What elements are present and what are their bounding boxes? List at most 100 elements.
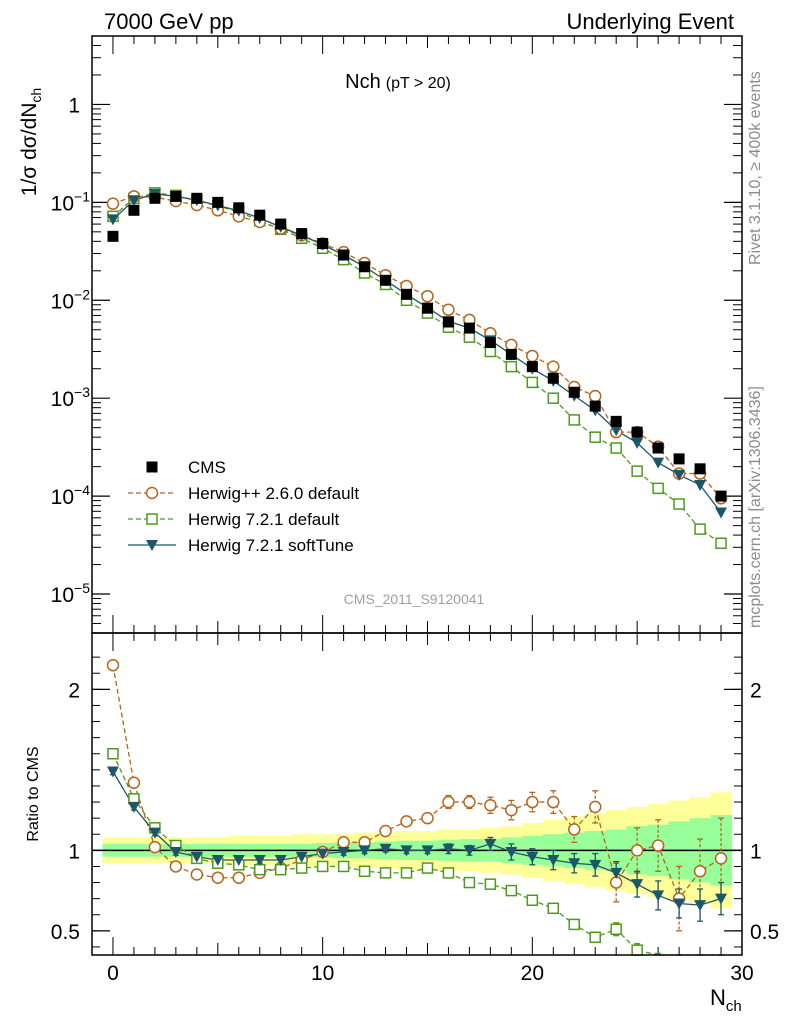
top-panel: 110−110−210−310−410−5 Nch (pT > 20) 1/σ d…: [18, 35, 743, 634]
x-axis-label-sub: ch: [726, 998, 742, 1015]
top-ytick-label: 10−3: [51, 384, 91, 411]
series-2-point: [652, 482, 664, 495]
ratio-2-point: [568, 858, 581, 870]
top-ytick-label: 10−5: [51, 580, 91, 607]
ratio-0-point: [714, 852, 728, 865]
x-tick-label: 30: [730, 962, 753, 985]
ratio-2-point: [673, 898, 686, 910]
series-line-1: [112, 195, 722, 499]
ratio-0-point: [190, 868, 204, 881]
ratio-0-point: [630, 844, 644, 857]
series-0-point: [652, 442, 664, 454]
ratio-0-point: [337, 836, 350, 849]
ratio-2-point: [631, 879, 644, 891]
series-2-point: [589, 431, 601, 443]
ratio-2-point: [337, 846, 350, 858]
series-0-point: [212, 196, 224, 208]
top-ytick-base: 10: [51, 192, 74, 215]
ratio-series: [106, 658, 728, 956]
ratio-0-point: [148, 840, 162, 854]
ratio-0-point: [568, 823, 581, 836]
series-0-point: [568, 386, 580, 398]
series-1-point: [442, 303, 455, 317]
legend-marker: [146, 461, 158, 473]
ratio-0-point: [588, 800, 602, 814]
series-0-point: [359, 261, 371, 273]
ratio-2-point: [484, 838, 497, 850]
ratio-1-point: [274, 863, 287, 876]
series-3-point: [106, 214, 119, 226]
ratio-2-point: [652, 890, 665, 902]
ratio-2-point: [127, 801, 140, 813]
top-ticks: 110−110−210−310−410−5: [51, 36, 743, 633]
series-1-point: [588, 389, 602, 403]
ratio-1-point: [421, 862, 434, 874]
series-0-point: [631, 426, 643, 438]
series-2-point: [694, 523, 706, 535]
ratio-1-point: [358, 865, 371, 878]
top-ytick-exponent: −5: [74, 580, 90, 596]
ratio-ytick-label: 2: [68, 679, 80, 702]
ratio-0-point: [463, 795, 476, 809]
ratio-2-point: [358, 845, 371, 857]
ratio-2-point: [421, 845, 434, 857]
ratio-0-point: [106, 658, 120, 672]
series-3-point: [631, 437, 644, 449]
ratio-1-point: [547, 902, 560, 915]
top-series: [106, 187, 728, 550]
ratio-2-point: [610, 867, 623, 879]
series-0-point: [191, 192, 203, 204]
series-1-point: [526, 349, 539, 363]
series-0-point: [526, 361, 538, 373]
series-3-point: [652, 457, 665, 469]
mcplots-label: mcplots.cern.ch [arXiv:1306.3436]: [747, 386, 764, 628]
ratio-1-point: [442, 867, 455, 879]
ratio-1-point: [253, 863, 266, 876]
legend-label: Herwig 7.2.1 softTune: [188, 536, 354, 555]
top-ytick-label: 10−1: [51, 188, 91, 215]
ratio-2-point: [211, 855, 224, 867]
ratio-2-point: [547, 855, 560, 867]
top-ytick-label: 10−4: [51, 482, 91, 509]
ratio-2-point: [694, 900, 707, 912]
top-ytick-base: 1: [68, 94, 80, 117]
ratio-frame: [91, 632, 743, 956]
ratio-ytick-label-right: 2: [750, 679, 762, 702]
top-ytick-base: 10: [51, 388, 74, 411]
series-0-point: [317, 238, 329, 250]
ratio-0-point: [211, 871, 225, 884]
series-3-point: [610, 425, 623, 437]
ratio-1-point: [505, 884, 518, 897]
ratio-1-point: [463, 876, 476, 889]
top-ylabel-main: 1/σ dσ/dN: [18, 103, 41, 197]
ratio-0-point: [547, 795, 560, 809]
ratio-2-point: [169, 846, 182, 858]
ratio-2-point: [106, 766, 119, 778]
ratio-ticks: 2 2 1 1 0.5 0.5 0 10 20 30: [51, 633, 779, 985]
ratio-2-point: [505, 846, 518, 858]
top-ytick-base: 10: [51, 584, 74, 607]
legend-label: CMS: [188, 458, 226, 477]
series-0-point: [128, 204, 140, 216]
ratio-0-point: [421, 811, 434, 825]
ratio-1-point: [631, 944, 643, 956]
series-2-point: [547, 392, 560, 404]
series-2-point: [568, 414, 581, 426]
ratio-0-point: [169, 860, 183, 873]
series-3-point: [715, 507, 728, 519]
ratio-2-point: [232, 855, 245, 867]
series-0-point: [484, 337, 496, 349]
series-0-point: [233, 202, 245, 214]
analysis-id: CMS_2011_S9120041: [344, 591, 485, 607]
series-0-point: [275, 218, 287, 230]
ratio-ytick-label-right: 0.5: [750, 921, 779, 944]
ratio-1-point: [295, 862, 308, 874]
series-0-point: [673, 453, 685, 465]
series-0-point: [589, 400, 601, 412]
ratio-0-point: [400, 815, 413, 828]
ratio-2-point: [400, 845, 413, 857]
series-0-point: [610, 415, 622, 427]
series-0-point: [694, 463, 706, 475]
series-0-point: [401, 288, 413, 300]
top-ytick-label: 10−2: [51, 286, 91, 313]
